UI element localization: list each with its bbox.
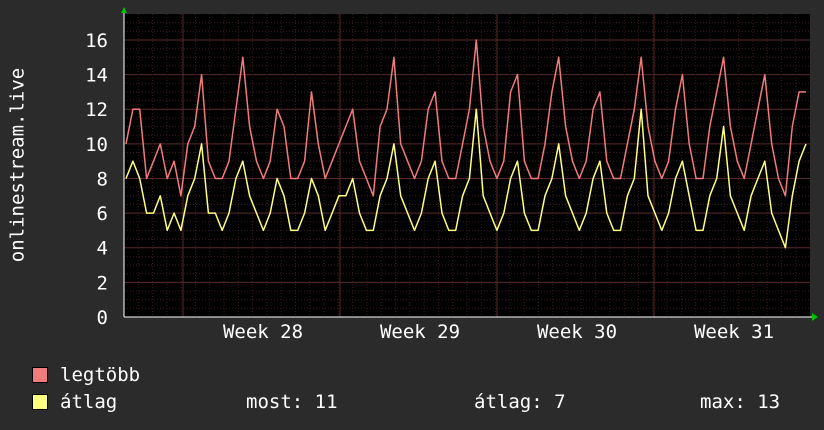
legend-swatch-max bbox=[32, 367, 48, 383]
grid-lines bbox=[124, 14, 810, 317]
x-tick-label: Week 28 bbox=[223, 321, 303, 343]
y-tick-label: 4 bbox=[97, 238, 108, 260]
y-axis-arrow-icon bbox=[121, 7, 127, 13]
legend-label-avg: átlag bbox=[60, 391, 118, 413]
y-axis-label: onlinestream.live bbox=[7, 68, 29, 262]
series-lines bbox=[125, 39, 807, 249]
y-tick-label: 16 bbox=[85, 30, 108, 52]
stat-now: most: 11 bbox=[246, 391, 338, 413]
legend-item-avg: átlag bbox=[32, 391, 117, 413]
stat-avg: átlag: 7 bbox=[474, 391, 566, 413]
y-tick-label: 14 bbox=[85, 65, 108, 87]
stat-max: max: 13 bbox=[700, 391, 781, 413]
x-tick-label: Week 31 bbox=[694, 321, 774, 343]
y-tick-label: 12 bbox=[85, 99, 108, 121]
y-tick-label: 6 bbox=[97, 203, 108, 225]
legend: legtöbb átlag bbox=[0, 360, 824, 430]
axes bbox=[121, 7, 818, 321]
x-tick-label: Week 30 bbox=[537, 321, 617, 343]
x-axis-ticks: Week 28 Week 29 Week 30 Week 31 bbox=[182, 14, 774, 343]
x-axis-arrow-icon bbox=[812, 313, 818, 321]
legend-item-max: legtöbb bbox=[32, 364, 140, 386]
y-tick-label: 8 bbox=[97, 168, 108, 190]
y-tick-label: 2 bbox=[97, 272, 108, 294]
series-line-max bbox=[125, 39, 806, 197]
series-line-avg bbox=[125, 108, 807, 249]
y-tick-label: 10 bbox=[85, 134, 108, 156]
legend-swatch-avg bbox=[32, 394, 48, 410]
x-tick-label: Week 29 bbox=[380, 321, 460, 343]
legend-label-max: legtöbb bbox=[60, 364, 141, 386]
y-axis-ticks: 0 2 4 6 8 10 12 14 16 bbox=[85, 30, 108, 329]
y-tick-label: 0 bbox=[97, 307, 108, 329]
